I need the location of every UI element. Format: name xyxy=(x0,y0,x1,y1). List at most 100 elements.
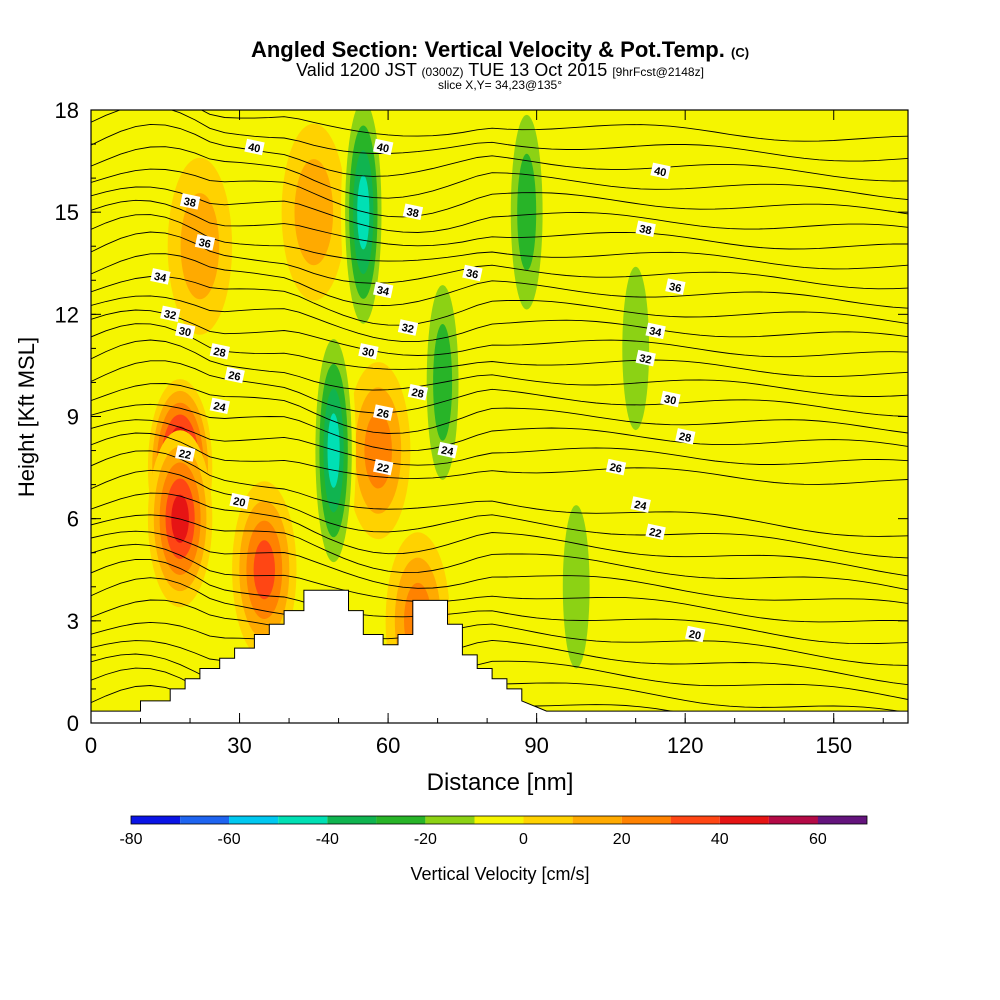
colorbar-swatch xyxy=(523,816,573,824)
theta-contour-label-box xyxy=(685,625,706,643)
x-tick-label: 60 xyxy=(376,733,400,758)
theta-contour-label-text: 24 xyxy=(633,499,648,513)
y-axis-label: Height [Kft MSL] xyxy=(14,337,39,497)
theta-contour-line xyxy=(91,309,908,358)
theta-contour-line xyxy=(91,469,908,559)
theta-contour-label-box xyxy=(209,397,230,415)
theta-contour-line xyxy=(91,403,908,452)
theta-contour-label: 24 xyxy=(209,397,230,415)
theta-contour-label-box xyxy=(373,281,394,299)
theta-contour-label: 24 xyxy=(437,441,458,459)
theta-contour-label: 24 xyxy=(630,496,651,513)
theta-contour-label-box xyxy=(175,445,196,462)
colorbar-swatch xyxy=(376,816,426,824)
theta-contour-label-text: 32 xyxy=(163,308,177,322)
theta-contour-label-text: 22 xyxy=(648,526,662,540)
colorbar-swatch xyxy=(474,816,524,824)
theta-contour-label-box xyxy=(645,322,666,340)
velocity-cell-7-4 xyxy=(327,413,340,488)
theta-contour-line xyxy=(91,621,908,700)
theta-contour-label-box xyxy=(665,278,686,295)
theta-contour-label-text: 30 xyxy=(178,325,192,339)
theta-contours xyxy=(91,110,908,723)
theta-contour-label-box xyxy=(645,523,666,541)
theta-contour-line xyxy=(91,599,908,686)
y-tick-label: 3 xyxy=(67,609,79,634)
theta-contour-label-text: 24 xyxy=(440,444,455,458)
theta-contour-label-box xyxy=(358,343,379,360)
theta-contour-label-box xyxy=(675,428,696,445)
theta-contour-label: 26 xyxy=(224,366,245,384)
theta-contour-line xyxy=(91,146,908,201)
theta-contour-label: 22 xyxy=(645,523,666,541)
colorbar-swatch xyxy=(131,816,181,824)
colorbar-tick-label: 0 xyxy=(519,831,528,848)
theta-contour-label: 22 xyxy=(175,445,196,462)
theta-contour-label-text: 40 xyxy=(247,141,261,155)
theta-contour-label: 38 xyxy=(635,220,656,237)
theta-contour-label: 34 xyxy=(150,268,171,285)
theta-contour-label-box xyxy=(635,220,656,237)
colorbar-tick-label: 60 xyxy=(809,831,827,848)
theta-contour-label: 40 xyxy=(373,138,394,156)
theta-contour-label-box xyxy=(373,404,394,421)
x-axis-label: Distance [nm] xyxy=(427,769,574,796)
velocity-cell-10-2 xyxy=(517,153,537,271)
theta-contour-label: 34 xyxy=(645,322,666,340)
colorbar-tick-label: -40 xyxy=(316,831,339,848)
y-tick-label: 12 xyxy=(55,302,79,327)
theta-contour-label: 40 xyxy=(244,138,265,156)
x-tick-label: 90 xyxy=(524,733,548,758)
theta-contour-line xyxy=(91,530,908,604)
plot-area: 40 40403838383636363434343232323030302828… xyxy=(91,110,908,723)
theta-contour-line xyxy=(91,514,908,591)
theta-contour-label-box xyxy=(224,366,245,384)
colorbar-tick-label: -60 xyxy=(218,831,241,848)
colorbar-swatch xyxy=(768,816,818,824)
theta-contour-label: 40 xyxy=(650,162,671,180)
theta-contour-label-text: 34 xyxy=(376,284,391,298)
theta-contour-label-box xyxy=(194,234,216,251)
velocity-cell-12-1 xyxy=(562,505,590,669)
theta-contour-label-text: 38 xyxy=(638,223,652,237)
chart-title: Angled Section: Vertical Velocity & Pot.… xyxy=(251,37,749,62)
theta-contour-line xyxy=(91,492,908,577)
x-tick-label: 0 xyxy=(85,733,97,758)
theta-contour-label-box xyxy=(373,138,394,156)
y-tick-label: 0 xyxy=(67,711,79,736)
theta-contour-line xyxy=(91,186,908,233)
theta-contour-line xyxy=(91,110,908,162)
theta-contour-label-text: 22 xyxy=(376,461,390,475)
colorbar-tick-label: -20 xyxy=(414,831,437,848)
colorbar-swatch xyxy=(327,816,377,824)
velocity-cell-6-1 xyxy=(294,159,334,266)
theta-contour-label-box xyxy=(650,162,671,180)
theta-contour-label-text: 40 xyxy=(653,165,667,179)
theta-contour-label-text: 22 xyxy=(178,448,192,462)
theta-contour-label-box xyxy=(462,264,483,282)
y-tick-label: 6 xyxy=(67,507,79,532)
theta-contour-label-text: 26 xyxy=(227,369,241,383)
colorbar-frame xyxy=(130,815,868,825)
theta-contour-label: 32 xyxy=(635,349,656,367)
colorbar-label: Vertical Velocity [cm/s] xyxy=(410,864,589,884)
theta-contour-line xyxy=(91,339,908,397)
theta-contour-label-text: 38 xyxy=(183,196,197,210)
theta-contour-label: 28 xyxy=(407,383,429,401)
theta-contour-label: 36 xyxy=(462,264,483,282)
theta-contour-label: 36 xyxy=(194,234,216,251)
theta-contour-line xyxy=(91,231,908,290)
theta-contour-label-box xyxy=(179,193,201,210)
theta-contour-label-text: 26 xyxy=(376,407,390,421)
y-tick-label: 18 xyxy=(55,98,79,123)
x-tick-label: 30 xyxy=(227,733,251,758)
theta-contour-line xyxy=(91,558,908,645)
colorbar: -80 -60 -40 -20 0 20 40 60 xyxy=(119,815,868,848)
theta-contour-label-text: 32 xyxy=(638,352,652,366)
theta-contour-line xyxy=(91,577,908,666)
theta-contour-label-box xyxy=(373,458,394,476)
theta-contour-label-text: 28 xyxy=(678,431,692,445)
colorbar-swatch xyxy=(817,816,867,824)
theta-contour-label-text: 20 xyxy=(232,495,246,509)
theta-contour-line xyxy=(91,432,908,485)
